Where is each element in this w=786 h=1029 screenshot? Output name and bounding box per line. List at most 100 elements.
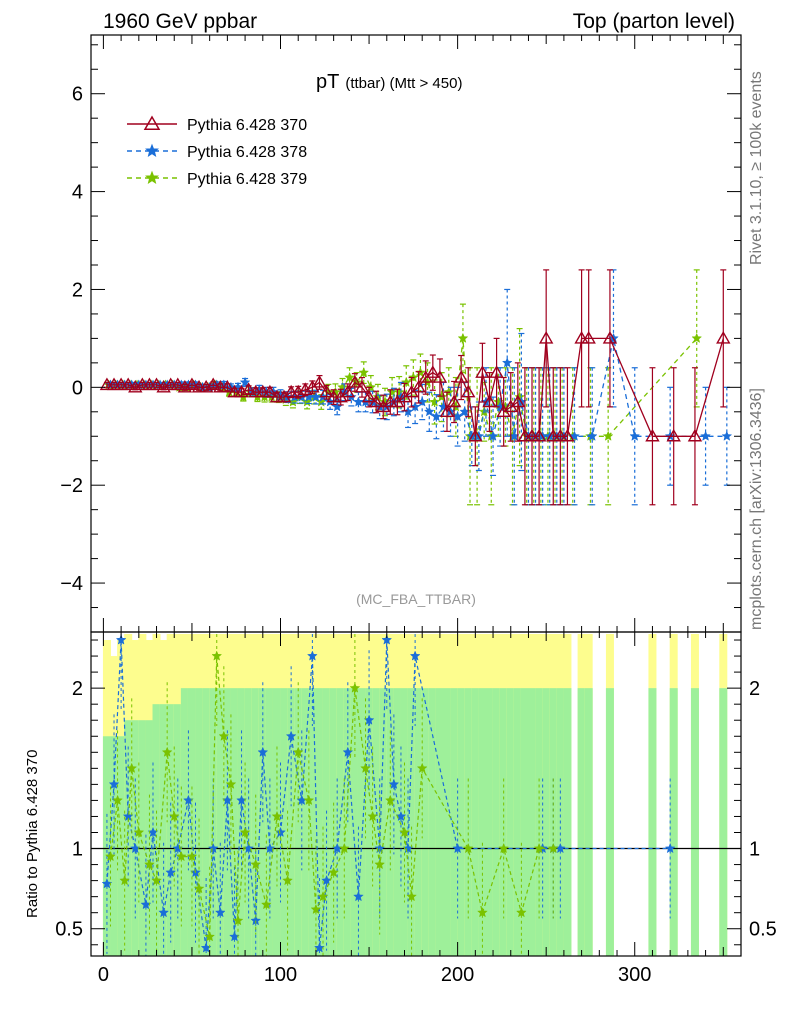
uncertainty-band-inner: [180, 688, 189, 956]
data-point-0: [446, 394, 462, 408]
uncertainty-band-inner: [166, 704, 175, 956]
ratio-point-1: [260, 899, 272, 910]
data-point-0: [248, 384, 263, 398]
uncertainty-band-inner: [457, 688, 466, 956]
collision-energy-label: 1960 GeV ppbar: [103, 10, 257, 33]
data-point-0: [361, 389, 377, 403]
ratio-point-1: [310, 903, 322, 915]
data-point-0: [468, 428, 483, 442]
uncertainty-band-inner: [336, 688, 345, 956]
legend: Pythia 6.428 370 Pythia 6.428 378 Pythia 6…: [127, 115, 307, 188]
data-point-0: [170, 377, 185, 391]
ratio-point-1: [239, 826, 251, 838]
uncertainty-band-inner: [471, 688, 480, 956]
uncertainty-band-inner: [379, 688, 388, 956]
uncertainty-band-inner: [605, 688, 614, 956]
ratio-point-1: [218, 730, 230, 741]
ratio-axes: 0.5 0.5 1 1 2 2 0 100 200 300: [55, 632, 777, 986]
ratio-point-1: [250, 858, 262, 870]
uncertainty-band-inner: [542, 688, 551, 956]
data-point-0: [489, 365, 504, 378]
ratio-point-1: [282, 874, 293, 886]
ratio-point-0: [285, 730, 297, 741]
data-point-0: [227, 384, 242, 398]
data-point-0: [326, 389, 341, 403]
uncertainty-band-inner: [400, 688, 409, 956]
x-tick-label: 0: [98, 964, 109, 986]
ratio-point-1: [317, 891, 329, 902]
data-point-0: [475, 365, 490, 378]
uncertainty-band-inner: [435, 688, 444, 956]
data-point-0: [283, 384, 299, 398]
uncertainty-band-inner: [492, 688, 501, 956]
ratio-point-0: [342, 746, 354, 757]
data-point-0: [191, 379, 207, 393]
ratio-y-tick-label: 0.5: [55, 919, 83, 941]
ratio-point-0: [395, 810, 407, 822]
ratio-series-line-1: [109, 656, 554, 937]
uncertainty-band-inner: [173, 704, 182, 956]
uncertainty-band-inner: [428, 688, 437, 956]
ratio-y-axis-label: Ratio to Pythia 6.428 370: [24, 750, 41, 918]
uncertainty-band-inner: [365, 688, 374, 956]
ratio-y-tick-label-right: 2: [749, 678, 760, 700]
x-tick-label: 200: [441, 964, 474, 986]
data-point-0: [206, 377, 221, 391]
uncertainty-band-inner: [138, 720, 147, 956]
main-y-tick-label: 2: [72, 279, 83, 301]
data-point-0: [354, 379, 370, 393]
ratio-point-1: [515, 907, 527, 918]
ratio-point-0: [306, 650, 318, 661]
ratio-point-1: [144, 858, 155, 870]
uncertainty-band-inner: [357, 688, 366, 956]
legend-marker-1: [145, 143, 159, 158]
data-point-0: [531, 428, 547, 442]
rivet-version-label: Rivet 3.1.10, ≥ 100k events: [748, 71, 765, 265]
ratio-point-0: [257, 746, 269, 757]
uncertainty-band-inner: [372, 688, 381, 956]
data-point-0: [142, 377, 157, 391]
data-point-0: [560, 428, 575, 442]
ratio-point-0: [353, 891, 364, 902]
plot-title-sub: (ttbar) (Mtt > 450): [345, 75, 462, 92]
ratio-point-1: [462, 842, 474, 854]
data-point-0: [213, 379, 228, 393]
uncertainty-band-inner: [528, 688, 537, 956]
data-point-0: [574, 330, 589, 344]
uncertainty-band-inner: [322, 688, 331, 956]
data-point-0: [411, 379, 426, 393]
data-point-2: [358, 366, 370, 378]
ratio-point-1: [349, 682, 361, 693]
data-point-0: [269, 389, 285, 403]
legend-label-2: Pythia 6.428 379: [187, 171, 307, 188]
uncertainty-band-inner: [407, 688, 416, 956]
data-point-0: [184, 377, 200, 391]
main-axes: −4 −2 0 2 4 6: [60, 35, 741, 633]
ratio-point-1: [232, 915, 244, 926]
main-plot-panel: −4 −2 0 2 4 6 pT (ttbar) (Mtt > 450) (MC_FBA_T…: [60, 34, 742, 633]
ratio-point-1: [133, 826, 145, 838]
ratio-point-1: [175, 850, 187, 862]
uncertainty-band-inner: [131, 720, 140, 956]
ratio-y-tick-label-right: 0.5: [749, 919, 777, 941]
ratio-point-1: [360, 762, 371, 773]
data-point-1: [721, 430, 733, 441]
uncertainty-band-inner: [272, 688, 281, 956]
ratio-point-1: [384, 794, 396, 806]
ratio-point-1: [161, 746, 173, 757]
data-point-0: [666, 428, 681, 442]
ratio-point-1: [498, 842, 510, 854]
ratio-point-1: [338, 842, 350, 854]
main-y-tick-label: 4: [72, 182, 83, 204]
uncertainty-band-inner: [421, 688, 430, 956]
data-point-0: [482, 394, 497, 408]
ratio-point-0: [452, 842, 464, 854]
ratio-point-1: [105, 850, 116, 862]
ratio-point-1: [186, 850, 198, 862]
ratio-point-1: [399, 826, 410, 838]
data-point-0: [524, 428, 540, 442]
uncertainty-band-inner: [315, 688, 324, 956]
data-point-0: [312, 375, 327, 388]
ratio-point-1: [367, 810, 379, 822]
